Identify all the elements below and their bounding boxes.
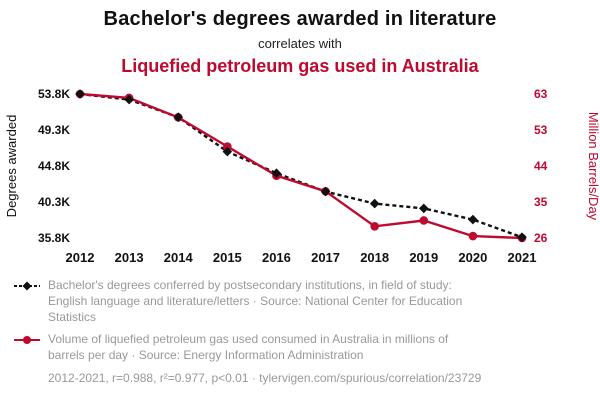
right-axis-tick: 53	[534, 123, 548, 137]
lpg-point	[370, 222, 379, 231]
secondary-title: Liquefied petroleum gas used in Australi…	[121, 56, 479, 76]
left-axis-tick: 44.8K	[38, 159, 70, 173]
x-axis-tick: 2014	[164, 250, 194, 265]
lpg-point	[468, 231, 478, 241]
degrees-point	[418, 203, 429, 214]
lpg-series-legend-icon	[14, 332, 40, 351]
x-axis-tick: 2021	[508, 250, 537, 265]
left-axis-tick: 49.3K	[38, 123, 70, 137]
x-axis-tick: 2015	[213, 250, 242, 265]
stats-and-source-link: 2012-2021, r=0.988, r²=0.977, p<0.01 · t…	[48, 371, 482, 386]
caption-degrees: Bachelor's degrees conferred by postseco…	[14, 278, 600, 325]
degrees-point	[369, 198, 380, 209]
right-axis-tick: 35	[534, 195, 548, 209]
right-axis-title: Million Barrels/Day	[586, 112, 600, 221]
degrees-point	[222, 146, 233, 157]
x-axis-tick: 2018	[360, 250, 389, 265]
degrees-point	[517, 232, 527, 242]
lpg-point	[419, 216, 429, 225]
correlation-chart: 53.8K 49.3K 44.8K 40.3K 35.8K 63 53 44 35 26 2012 2…	[4, 87, 600, 265]
page-title: Bachelor's degrees awarded in literature	[103, 8, 497, 30]
right-axis-tick: 44	[534, 159, 548, 173]
degrees-point	[173, 112, 184, 122]
right-axis-tick: 63	[534, 87, 548, 101]
caption-lpg-text: Volume of liquefied petroleum gas used c…	[48, 332, 449, 363]
x-axis-tick: 2017	[311, 250, 340, 265]
degrees-line	[79, 92, 523, 239]
degrees-point	[468, 214, 478, 225]
caption-list: Bachelor's degrees conferred by postseco…	[14, 278, 600, 364]
lpg-line	[79, 92, 523, 240]
right-axis-tick: 26	[534, 231, 548, 245]
x-axis-tick: 2020	[458, 250, 487, 265]
caption-lpg: Volume of liquefied petroleum gas used c…	[14, 332, 600, 364]
lpg-point	[223, 142, 232, 151]
left-axis-tick: 53.8K	[38, 87, 70, 101]
x-axis-tick: 2013	[115, 250, 144, 265]
left-axis-title: Degrees awarded	[4, 115, 19, 218]
x-axis-tick: 2016	[262, 250, 291, 265]
left-axis-tick: 40.3K	[38, 195, 70, 209]
x-axis-tick: 2012	[66, 250, 95, 265]
left-axis-tick: 35.8K	[38, 231, 70, 245]
degrees-point	[124, 94, 134, 105]
degrees-point	[320, 186, 331, 197]
x-axis-tick: 2019	[409, 250, 438, 265]
correlates-with-label: correlates with	[258, 36, 342, 51]
caption-degrees-text: Bachelor's degrees conferred by postseco…	[48, 278, 463, 324]
degrees-point	[75, 89, 85, 99]
degrees-series-legend-icon	[14, 278, 40, 297]
